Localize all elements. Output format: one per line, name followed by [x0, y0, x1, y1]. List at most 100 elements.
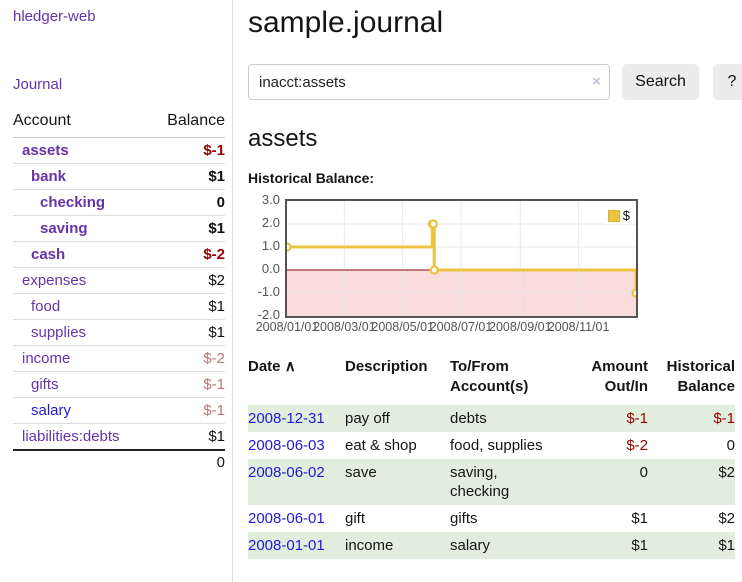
help-button[interactable]: ? [713, 64, 742, 100]
chart-plot-area: $ [285, 199, 638, 318]
register-cell-date: 2008-12-31 [248, 405, 345, 432]
account-balance: $1 [150, 293, 225, 320]
search-row: × Search ? [248, 64, 742, 100]
accounts-total-row: 0 [13, 449, 225, 473]
accounts-header-account: Account [13, 112, 151, 138]
account-row: gifts $-1 [13, 371, 225, 398]
register-cell-balance: $1 [718, 537, 735, 554]
account-row: bank $1 [13, 163, 225, 190]
register-cell-amount: $1 [631, 510, 648, 527]
register-cell-balance: $2 [718, 510, 735, 527]
transaction-date-link[interactable]: 2008-12-31 [248, 410, 325, 427]
account-link[interactable]: food [31, 298, 61, 315]
account-row: saving $1 [13, 215, 225, 242]
y-tick-label: 1.0 [261, 238, 280, 253]
account-balance: $-1 [150, 397, 225, 424]
search-input[interactable] [248, 64, 610, 100]
account-row: cash $-2 [13, 241, 225, 268]
y-tick-label: -2.0 [257, 307, 280, 322]
transaction-date-link[interactable]: 2008-01-01 [248, 537, 325, 554]
search-clear-icon[interactable]: × [592, 73, 601, 90]
transaction-date-link[interactable]: 2008-06-01 [248, 510, 325, 527]
account-balance: $-1 [150, 371, 225, 398]
account-row: food $1 [13, 293, 225, 320]
accounts-tbody: assets $-1 bank $1 checking 0 saving $1 cash $-2 e… [13, 137, 225, 451]
register-cell-amount: $1 [631, 537, 648, 554]
register-tbody: 2008-12-31 pay off debts $-1 $-1 2008-06-03 ea… [248, 405, 735, 559]
search-wrap: × [248, 64, 610, 100]
register-cell-balance: $-1 [713, 410, 735, 427]
register-cell-accounts: gifts [450, 510, 478, 527]
x-tick-label: 2008/07/01 [429, 320, 493, 334]
register-cell-amount: $-2 [626, 437, 648, 454]
journal-link[interactable]: Journal [13, 76, 63, 93]
account-link[interactable]: checking [40, 194, 106, 211]
account-row: liabilities:debts $1 [13, 423, 225, 451]
main-content: sample.journal × Search ? assets Histori… [233, 0, 742, 582]
account-link[interactable]: saving [40, 220, 88, 237]
x-tick-label: 2008/05/01 [371, 320, 434, 334]
account-link[interactable]: assets [22, 142, 69, 159]
register-header-balance: Historical Balance [666, 358, 735, 395]
register-header-date[interactable]: Date ∧ [248, 358, 296, 375]
account-link[interactable]: gifts [31, 376, 59, 393]
brand-link[interactable]: hledger-web [13, 8, 96, 25]
account-balance: $-1 [150, 137, 225, 164]
register-cell-accounts: debts [450, 410, 487, 427]
register-cell-description: income [345, 537, 394, 554]
account-row: assets $-1 [13, 137, 225, 164]
register-cell-date: 2008-01-01 [248, 532, 345, 559]
register-table: Date ∧ Description To/From Account(s) Am… [248, 357, 735, 559]
account-balance: $-2 [150, 241, 225, 268]
transaction-date-link[interactable]: 2008-06-03 [248, 437, 325, 454]
chart-legend: $ [604, 207, 633, 224]
account-link[interactable]: supplies [31, 324, 87, 341]
register-row: 2008-12-31 pay off debts $-1 $-1 [248, 405, 735, 432]
register-cell-amount: 0 [639, 464, 648, 481]
chart-series-svg [287, 201, 636, 316]
account-balance: $1 [150, 163, 225, 190]
account-balance: $-2 [150, 345, 225, 372]
register-cell-accounts: salary [450, 537, 491, 554]
register-cell-amount: $-1 [626, 410, 648, 427]
legend-label: $ [622, 208, 630, 223]
sort-asc-icon: ∧ [284, 358, 296, 375]
register-header-amount: Amount Out/In [591, 358, 648, 395]
historical-balance-chart: $ 3.0 2.0 1.0 0.0 -1.0 -2.0 2008/01/01 2008/03/… [248, 192, 742, 336]
account-row: checking 0 [13, 189, 225, 216]
account-row: income $-2 [13, 345, 225, 372]
account-link[interactable]: income [22, 350, 71, 367]
x-tick-label: 2008/09/01 [489, 320, 552, 334]
register-header-row: Date ∧ Description To/From Account(s) Am… [248, 357, 735, 405]
register-cell-date: 2008-06-03 [248, 432, 345, 459]
register-header-description: Description [345, 358, 428, 375]
register-row: 2008-06-03 eat & shop food, supplies $-2 0 [248, 432, 735, 459]
register-cell-description: gift [345, 510, 366, 527]
account-link[interactable]: expenses [22, 272, 87, 289]
register-row: 2008-06-02 save saving, checking 0 $2 [248, 459, 735, 505]
register-cell-accounts: saving, checking [450, 464, 510, 500]
y-tick-label: -1.0 [257, 284, 280, 299]
y-tick-label: 2.0 [261, 215, 280, 230]
register-cell-accounts: food, supplies [450, 437, 543, 454]
legend-swatch-icon [607, 209, 620, 222]
page-title: sample.journal [248, 6, 444, 39]
register-row: 2008-01-01 income salary $1 $1 [248, 532, 735, 559]
account-link[interactable]: cash [31, 246, 66, 263]
account-link[interactable]: salary [31, 402, 72, 419]
account-row: expenses $2 [13, 267, 225, 294]
accounts-header-row: Account Balance [13, 112, 225, 138]
register-cell-description: save [345, 464, 377, 481]
account-link[interactable]: bank [31, 168, 67, 185]
journal-nav: Journal [13, 76, 224, 93]
account-row: supplies $1 [13, 319, 225, 346]
app-brand: hledger-web [13, 8, 224, 25]
x-tick-label: 2008/03/01 [313, 320, 376, 334]
register-header-accounts: To/From Account(s) [450, 358, 529, 395]
transaction-date-link[interactable]: 2008-06-02 [248, 464, 325, 481]
search-button[interactable]: Search [622, 64, 699, 100]
accounts-table: Account Balance assets $-1 bank $1 checking 0… [13, 112, 225, 473]
register-cell-date: 2008-06-02 [248, 459, 345, 505]
account-link[interactable]: liabilities:debts [22, 428, 120, 445]
